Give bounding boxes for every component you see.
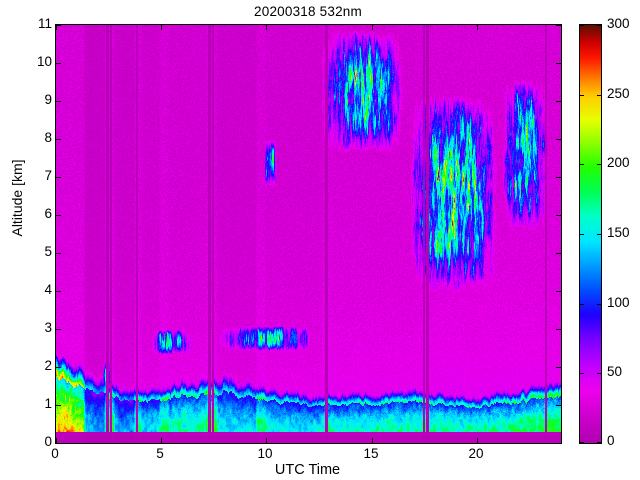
x-tick-mark-top	[161, 25, 162, 30]
y-tick-label: 8	[44, 130, 52, 145]
x-tick-mark	[477, 438, 478, 443]
y-tick-mark	[56, 139, 61, 140]
y-tick-mark	[56, 405, 61, 406]
x-tick-label: 20	[468, 446, 484, 461]
colorbar-tick-mark-right	[597, 95, 601, 96]
y-tick-label: 11	[37, 16, 52, 31]
x-tick-label: 15	[363, 446, 379, 461]
x-tick-label: 0	[51, 446, 59, 461]
y-tick-mark	[56, 101, 61, 102]
y-tick-label: 9	[44, 92, 52, 107]
y-tick-label: 2	[44, 358, 52, 373]
y-tick-mark	[56, 63, 61, 64]
x-tick-label: 10	[257, 446, 273, 461]
y-axis-title: Altitude [km]	[9, 159, 25, 237]
x-tick-mark	[56, 438, 57, 443]
colorbar-tick-label: 100	[607, 295, 630, 310]
y-tick-mark-right	[556, 367, 561, 368]
colorbar-tick-mark	[580, 234, 584, 235]
y-tick-label: 3	[44, 320, 52, 335]
colorbar-tick-mark	[580, 25, 584, 26]
y-tick-mark	[56, 443, 61, 444]
y-tick-label: 10	[36, 54, 52, 69]
colorbar-tick-label: 300	[607, 16, 630, 31]
colorbar-tick-mark-right	[597, 25, 601, 26]
x-tick-mark-top	[372, 25, 373, 30]
y-tick-mark	[56, 253, 61, 254]
y-tick-mark	[56, 367, 61, 368]
colorbar-tick-label: 0	[607, 433, 615, 448]
y-tick-mark-right	[556, 25, 561, 26]
y-tick-mark-right	[556, 215, 561, 216]
y-tick-mark	[56, 177, 61, 178]
colorbar	[579, 24, 602, 444]
x-tick-mark	[372, 438, 373, 443]
y-tick-mark-right	[556, 139, 561, 140]
x-tick-label: 5	[156, 446, 164, 461]
y-tick-mark	[56, 329, 61, 330]
colorbar-tick-mark-right	[597, 373, 601, 374]
page-title: 20200318 532nm	[254, 4, 362, 19]
x-tick-mark-top	[266, 25, 267, 30]
y-tick-mark-right	[556, 177, 561, 178]
y-tick-mark-right	[556, 443, 561, 444]
y-tick-label: 5	[44, 244, 52, 259]
colorbar-tick-mark-right	[597, 234, 601, 235]
y-tick-label: 4	[44, 282, 52, 297]
x-axis-title: UTC Time	[274, 462, 341, 478]
colorbar-tick-mark	[580, 442, 584, 443]
colorbar-tick-label: 200	[607, 155, 630, 170]
y-tick-label: 1	[44, 396, 52, 411]
colorbar-gradient	[580, 25, 601, 443]
colorbar-tick-label: 250	[607, 86, 630, 101]
y-tick-mark	[56, 215, 61, 216]
plot-axes	[55, 24, 562, 444]
heatmap-canvas	[56, 25, 561, 443]
colorbar-tick-mark	[580, 164, 584, 165]
y-tick-mark-right	[556, 63, 561, 64]
y-tick-mark-right	[556, 291, 561, 292]
x-tick-mark-top	[56, 25, 57, 30]
colorbar-tick-mark-right	[597, 164, 601, 165]
colorbar-tick-mark	[580, 304, 584, 305]
colorbar-tick-mark-right	[597, 304, 601, 305]
y-tick-mark-right	[556, 253, 561, 254]
y-tick-label: 7	[44, 168, 52, 183]
y-tick-label: 6	[44, 206, 52, 221]
y-tick-mark	[56, 291, 61, 292]
colorbar-tick-label: 150	[607, 225, 630, 240]
y-tick-label: 0	[44, 434, 52, 449]
colorbar-tick-label: 50	[607, 364, 623, 379]
x-tick-mark-top	[477, 25, 478, 30]
colorbar-tick-mark	[580, 373, 584, 374]
colorbar-tick-mark-right	[597, 442, 601, 443]
y-tick-mark-right	[556, 405, 561, 406]
y-tick-mark	[56, 25, 61, 26]
colorbar-tick-mark	[580, 95, 584, 96]
x-tick-mark	[161, 438, 162, 443]
y-tick-mark-right	[556, 101, 561, 102]
x-tick-mark	[266, 438, 267, 443]
y-tick-mark-right	[556, 329, 561, 330]
